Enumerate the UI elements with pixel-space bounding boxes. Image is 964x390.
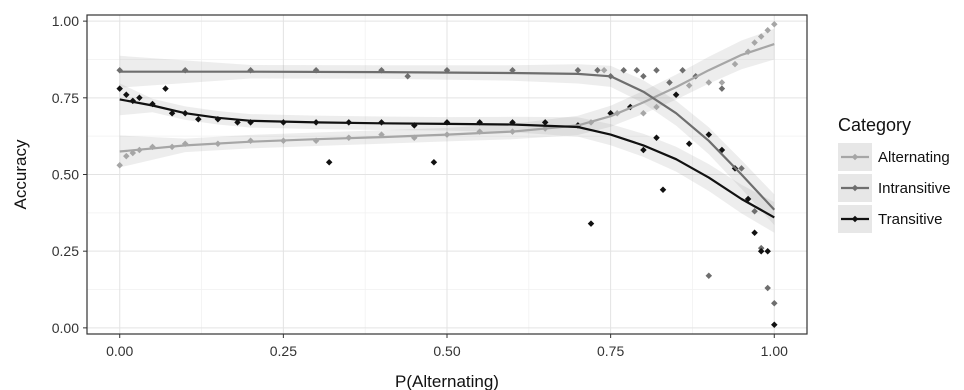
data-point-alternating	[116, 162, 123, 169]
legend: Category Alternating Intransitive Transitiv…	[838, 115, 951, 233]
smooth-line-intransitive	[119, 70, 776, 211]
legend-title: Category	[838, 115, 911, 135]
data-point-transitive	[325, 158, 333, 166]
data-point-transitive	[705, 131, 713, 138]
data-point-intransitive	[620, 66, 627, 74]
data-point-intransitive	[771, 300, 778, 307]
data-point-intransitive	[509, 66, 516, 74]
smooth-line-transitive	[119, 98, 775, 219]
data-point-transitive	[685, 140, 693, 148]
confidence-band-alternating	[119, 28, 775, 168]
data-point-alternating	[600, 66, 608, 74]
x-tick-label: 1.00	[761, 343, 788, 359]
data-point-transitive	[136, 94, 143, 102]
data-point-alternating	[731, 60, 739, 68]
data-point-transitive	[587, 220, 595, 227]
data-point-transitive	[123, 91, 130, 99]
smooth-lines	[119, 43, 776, 219]
legend-key-point	[851, 153, 859, 161]
y-axis-label: Accuracy	[11, 139, 30, 209]
data-point-transitive	[757, 247, 765, 255]
x-tick-label: 0.50	[433, 343, 460, 359]
data-point-transitive	[195, 116, 202, 123]
y-axis: 0.00 0.25 0.50 0.75 1.00	[52, 13, 87, 336]
y-tick-label: 0.25	[52, 243, 79, 259]
y-tick-label: 0.00	[52, 320, 79, 336]
data-point-alternating	[123, 152, 130, 160]
data-point-intransitive	[751, 208, 758, 215]
legend-label-transitive: Transitive	[878, 211, 942, 228]
y-tick-label: 0.50	[52, 167, 79, 183]
data-point-transitive	[764, 247, 771, 255]
data-point-transitive	[430, 158, 438, 166]
data-point-intransitive	[653, 66, 660, 74]
data-point-intransitive	[764, 284, 771, 292]
data-point-transitive	[659, 186, 667, 194]
y-tick-label: 1.00	[52, 13, 79, 29]
data-point-transitive	[771, 321, 778, 329]
data-point-intransitive	[594, 66, 601, 74]
data-point-transitive	[162, 85, 169, 92]
data-point-intransitive	[404, 73, 411, 80]
legend-label-alternating: Alternating	[878, 149, 950, 166]
x-tick-label: 0.25	[270, 343, 297, 359]
x-tick-label: 0.75	[597, 343, 624, 359]
legend-label-intransitive: Intransitive	[878, 180, 951, 197]
data-point-transitive	[116, 85, 123, 92]
x-axis-label: P(Alternating)	[395, 372, 499, 390]
x-axis: 0.00 0.25 0.50 0.75 1.00	[106, 334, 788, 359]
data-point-transitive	[751, 229, 758, 237]
legend-key-point	[851, 215, 859, 223]
x-tick-label: 0.00	[106, 343, 133, 359]
data-point-intransitive	[633, 66, 641, 74]
smooth-line-alternating	[119, 43, 775, 153]
data-point-intransitive	[738, 165, 745, 172]
y-tick-label: 0.75	[52, 90, 79, 106]
legend-key-point	[851, 184, 859, 192]
data-point-transitive	[653, 134, 660, 141]
data-point-intransitive	[679, 66, 686, 74]
data-point-intransitive	[705, 272, 713, 279]
